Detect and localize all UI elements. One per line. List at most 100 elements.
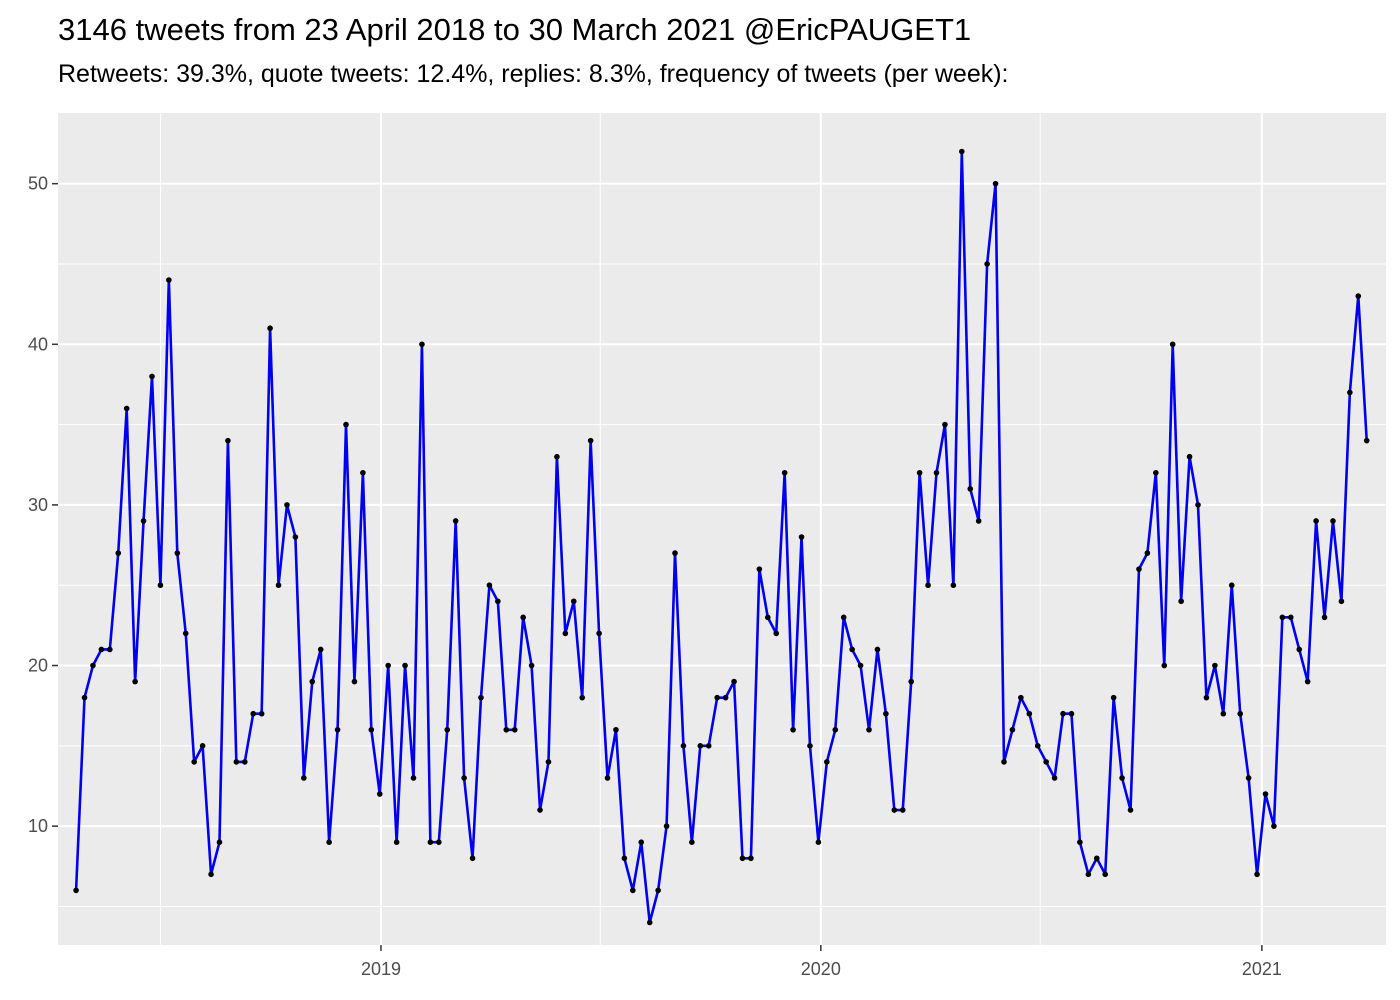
data-point — [942, 421, 948, 428]
data-point — [613, 726, 619, 733]
data-point — [368, 726, 375, 733]
data-point — [596, 630, 602, 637]
data-point — [436, 839, 442, 845]
data-point — [646, 919, 653, 926]
data-point — [1043, 759, 1049, 765]
data-point — [798, 534, 805, 540]
data-point — [1009, 726, 1016, 733]
data-point — [781, 469, 788, 476]
data-point — [241, 759, 248, 765]
data-point — [1051, 775, 1058, 781]
data-point — [604, 775, 611, 781]
data-point — [967, 486, 974, 492]
x-tick-label: 2021 — [1242, 959, 1282, 979]
axes: 10 20 30 40 50 2019 2020 2021 — [28, 174, 1282, 979]
data-point — [1119, 775, 1125, 781]
data-points — [73, 148, 1370, 926]
data-point — [275, 582, 282, 589]
data-point — [1001, 759, 1007, 765]
data-point — [292, 534, 299, 540]
data-point — [1279, 614, 1286, 621]
data-point — [208, 871, 214, 878]
data-point — [199, 743, 206, 749]
data-point — [1110, 694, 1117, 701]
data-point — [1077, 839, 1083, 845]
y-tick-label: 50 — [28, 174, 48, 194]
data-point — [469, 855, 476, 862]
data-point — [807, 743, 813, 749]
data-point — [1355, 293, 1362, 299]
data-point — [1338, 598, 1345, 605]
data-point — [511, 726, 518, 733]
data-point — [1169, 341, 1176, 348]
data-point — [1127, 807, 1134, 813]
data-point — [722, 694, 729, 701]
data-point — [1186, 453, 1193, 460]
data-point — [301, 775, 307, 781]
data-point — [1288, 614, 1294, 621]
data-point — [857, 662, 864, 669]
data-point — [427, 839, 434, 845]
data-point — [284, 502, 290, 508]
data-point — [419, 341, 425, 348]
data-point — [520, 614, 526, 621]
data-point — [587, 437, 594, 444]
data-point — [1060, 710, 1066, 717]
data-point — [933, 469, 940, 476]
data-point — [1296, 646, 1303, 653]
y-tick-label: 40 — [28, 334, 48, 354]
data-point — [1262, 791, 1269, 797]
data-point — [1321, 614, 1328, 621]
data-point — [638, 839, 645, 845]
y-tick-label: 20 — [28, 656, 48, 676]
data-point — [570, 598, 577, 605]
data-point — [149, 373, 155, 380]
data-point — [1136, 566, 1142, 572]
data-point — [461, 775, 467, 781]
data-point — [309, 678, 316, 685]
data-point — [714, 694, 720, 701]
data-point — [1026, 710, 1033, 717]
data-point — [1178, 598, 1184, 605]
data-point — [503, 726, 510, 733]
data-point — [764, 614, 771, 621]
data-point — [840, 614, 847, 621]
data-point — [731, 678, 737, 685]
data-point — [495, 598, 501, 605]
x-tick-label: 2020 — [801, 959, 841, 979]
data-point — [123, 405, 130, 412]
data-point — [1347, 389, 1353, 396]
data-point — [992, 180, 999, 187]
data-point — [908, 678, 914, 685]
data-point — [157, 582, 164, 589]
data-point — [1245, 775, 1252, 781]
chart-subtitle: Retweets: 39.3%, quote tweets: 12.4%, re… — [58, 60, 1009, 88]
data-point — [537, 807, 543, 813]
data-point — [925, 582, 931, 589]
data-point — [1212, 662, 1218, 669]
data-point — [1161, 662, 1168, 669]
data-point — [790, 726, 796, 733]
data-point — [1085, 871, 1092, 878]
data-point — [166, 277, 172, 283]
data-point — [680, 743, 687, 749]
data-point — [1228, 582, 1235, 589]
data-point — [773, 630, 780, 637]
data-point — [824, 759, 830, 765]
data-point — [874, 646, 881, 653]
data-point — [343, 421, 349, 428]
data-point — [334, 726, 341, 733]
data-point — [899, 807, 906, 813]
data-point — [107, 646, 113, 653]
data-point — [90, 662, 96, 669]
data-point — [984, 261, 990, 267]
data-point — [351, 678, 358, 685]
data-point — [410, 775, 417, 781]
data-point — [1313, 518, 1319, 524]
data-point — [216, 839, 223, 845]
data-point — [258, 710, 265, 717]
chart-title: 3146 tweets from 23 April 2018 to 30 Mar… — [58, 12, 972, 47]
data-point — [1254, 871, 1260, 878]
data-point — [385, 662, 391, 669]
